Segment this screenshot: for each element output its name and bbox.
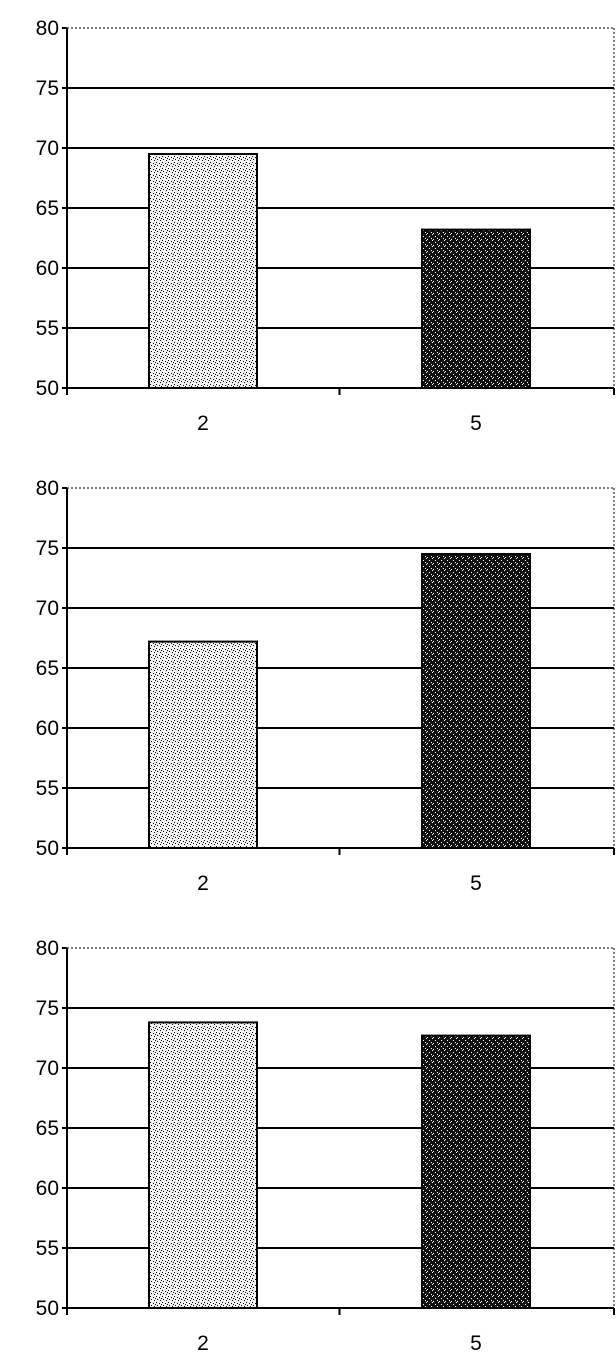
x-tick-label: 5 [470, 412, 482, 435]
y-tick-label: 65 [36, 197, 59, 220]
y-tick-label: 70 [36, 137, 59, 160]
bar-5 [421, 228, 531, 389]
y-tick-label: 55 [36, 777, 59, 800]
x-tick-label: 2 [197, 872, 209, 895]
y-tick-label: 70 [36, 597, 59, 620]
chart-panel-3: 50 55 60 65 70 75 80 2 5 [36, 937, 615, 1355]
y-tick-label: 75 [36, 537, 59, 560]
bar-2 [148, 1021, 258, 1310]
bar-5 [421, 1034, 531, 1309]
y-tick-label: 50 [36, 1297, 59, 1320]
bar-2 [148, 640, 258, 849]
chart-panel-1: 50 55 60 65 70 75 80 2 5 [36, 17, 615, 435]
x-tick-label: 2 [197, 1332, 209, 1355]
y-tick-label: 65 [36, 657, 59, 680]
x-tick-label: 5 [470, 1332, 482, 1355]
y-tick-label: 50 [36, 377, 59, 400]
x-tick-label: 2 [197, 412, 209, 435]
bar-5 [421, 553, 531, 849]
y-tick-label: 75 [36, 997, 59, 1020]
x-tick-label: 5 [470, 872, 482, 895]
y-tick-label: 55 [36, 1237, 59, 1260]
y-tick-label: 65 [36, 1117, 59, 1140]
y-tick-label: 80 [36, 937, 59, 960]
y-tick-label: 50 [36, 837, 59, 860]
y-tick-label: 55 [36, 317, 59, 340]
y-tick-label: 60 [36, 717, 59, 740]
y-tick-label: 75 [36, 77, 59, 100]
y-tick-label: 80 [36, 17, 59, 40]
bar-2 [148, 153, 258, 389]
y-tick-label: 60 [36, 257, 59, 280]
y-tick-label: 60 [36, 1177, 59, 1200]
chart-panel-2: 50 55 60 65 70 75 80 2 5 [36, 477, 615, 895]
y-tick-label: 70 [36, 1057, 59, 1080]
y-tick-label: 80 [36, 477, 59, 500]
